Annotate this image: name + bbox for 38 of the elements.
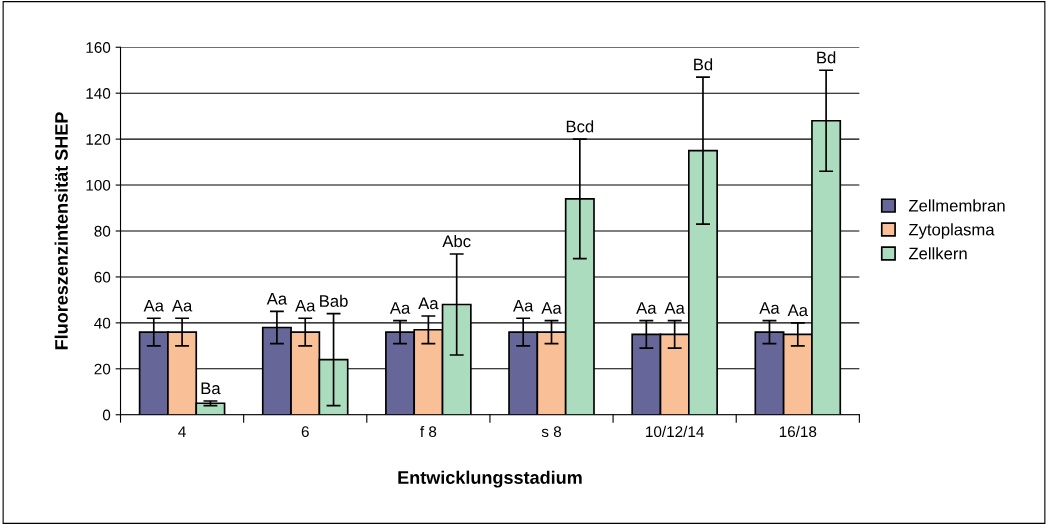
annotation: Aa	[541, 302, 562, 314]
annotation: Aa	[295, 299, 316, 312]
annotation: Aa	[664, 302, 685, 314]
annotation: Ba	[201, 382, 221, 395]
annotation: Aa	[266, 293, 288, 305]
x-tick-label: 4	[178, 426, 186, 437]
y-tick-label: 140	[86, 88, 111, 99]
x-tick-label: 16/18	[779, 425, 817, 438]
y-tick-label: 120	[86, 133, 111, 145]
x-tick-label: 6	[301, 426, 309, 438]
y-tick-label: 160	[86, 42, 111, 53]
annotation: Aa	[513, 299, 534, 312]
y-axis-title: Fluoreszenzintensität SHEP	[54, 112, 68, 350]
x-tick-label: f 8	[420, 425, 437, 438]
annotation: Aa	[759, 302, 780, 314]
annotation: Aa	[171, 299, 193, 312]
legend-label: Zellmembran	[908, 199, 1005, 212]
y-tick-label: 40	[94, 317, 111, 329]
y-tick-label: 100	[86, 179, 111, 191]
y-tick-label: 60	[94, 271, 111, 283]
annotation: Aa	[787, 304, 808, 317]
x-tick-label: s 8	[541, 426, 562, 438]
legend-label: Zellkern	[908, 247, 967, 260]
annotation: Bd	[817, 51, 836, 64]
y-tick-label: 80	[94, 225, 111, 237]
annotation: Aa	[636, 302, 657, 314]
annotation: Abc	[442, 234, 471, 248]
y-tick-label: 20	[94, 363, 111, 375]
legend-label: Zytoplasma	[908, 223, 995, 239]
x-tick-label: 10/12/14	[646, 425, 704, 438]
y-tick-label: 0	[102, 409, 111, 421]
annotation: Aa	[143, 299, 164, 312]
annotation: Bd	[694, 58, 713, 71]
annotation: Aa	[389, 302, 411, 314]
annotation: Bab	[320, 294, 348, 307]
annotation: Aa	[418, 297, 439, 310]
annotation: Bcd	[566, 120, 594, 133]
x-axis-title: Entwicklungsstadium	[398, 470, 582, 488]
